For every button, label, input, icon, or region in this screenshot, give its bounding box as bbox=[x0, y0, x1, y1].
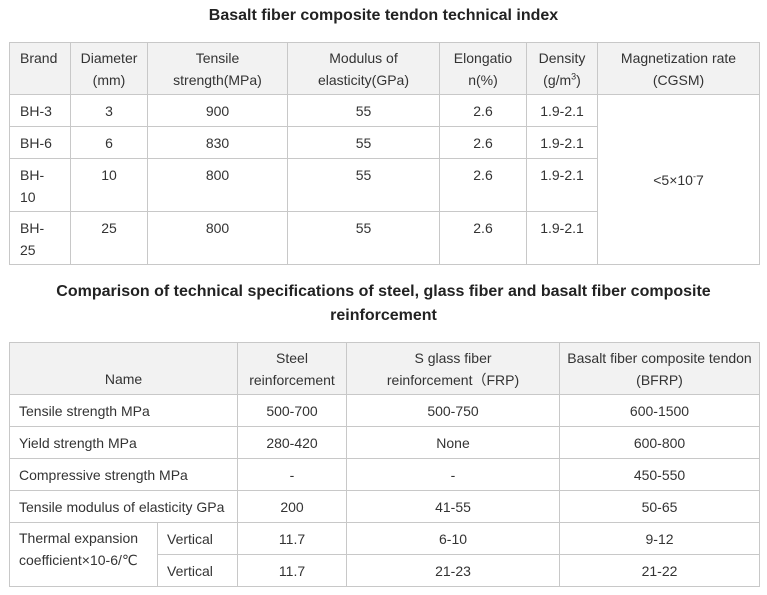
cell-steel: 500-700 bbox=[237, 394, 348, 427]
header-modulus: Modulus of elasticity(GPa) bbox=[287, 42, 440, 95]
table-row: Compressive strength MPa - - 450-550 bbox=[8, 458, 761, 491]
cell-steel: 11.7 bbox=[237, 554, 348, 587]
cell-diameter: 10 bbox=[70, 158, 148, 212]
cell-tensile: 900 bbox=[147, 94, 288, 127]
table-row: BH-6 6 830 55 2.6 1.9-2.1 bbox=[9, 126, 760, 159]
cell-name: Tensile strength MPa bbox=[8, 394, 239, 427]
cell-diameter: 6 bbox=[70, 126, 148, 159]
table-header-row: Name Steel reinforcement S glass fiber r… bbox=[8, 342, 761, 395]
cell-brand: BH-6 bbox=[9, 126, 71, 159]
cell-brand: BH- 25 bbox=[9, 211, 71, 265]
cell-basalt: 50-65 bbox=[559, 490, 761, 523]
table-row: Thermal expansion coefficient×10-6/℃ Ver… bbox=[9, 522, 761, 587]
cell-tensile: 800 bbox=[147, 158, 288, 212]
cell-direction: Vertical bbox=[156, 554, 239, 587]
cell-basalt: 600-1500 bbox=[559, 394, 761, 427]
cell-direction: Vertical bbox=[156, 522, 239, 555]
header-magnetization: Magnetization rate (CGSM) bbox=[597, 42, 760, 95]
table-header-row: Brand Diameter (mm) Tensile strength(MPa… bbox=[9, 42, 760, 95]
header-name: Name bbox=[8, 342, 239, 395]
cell-glass: 21-23 bbox=[346, 554, 561, 587]
table1-title: Basalt fiber composite tendon technical … bbox=[208, 7, 559, 24]
header-diameter: Diameter (mm) bbox=[70, 42, 148, 95]
cell-modulus: 55 bbox=[287, 94, 440, 127]
table-row: Tensile modulus of elasticity GPa 200 41… bbox=[8, 490, 761, 523]
cell-glass: 6-10 bbox=[346, 522, 561, 555]
cell-density: 1.9-2.1 bbox=[526, 126, 598, 159]
header-brand: Brand bbox=[9, 42, 71, 95]
cell-brand: BH-3 bbox=[9, 94, 71, 127]
cell-magnetization-value: <5×10-7 bbox=[597, 94, 760, 265]
cell-glass: 500-750 bbox=[346, 394, 561, 427]
table-row: Vertical 11.7 21-23 21-22 bbox=[10, 554, 761, 587]
cell-elongation: 2.6 bbox=[439, 126, 527, 159]
reinforcement-comparison-table: Name Steel reinforcement S glass fiber r… bbox=[8, 342, 761, 587]
cell-basalt: 9-12 bbox=[559, 522, 761, 555]
header-density: Density (g/m3) bbox=[526, 42, 598, 95]
cell-steel: 280-420 bbox=[237, 426, 348, 459]
cell-name: Compressive strength MPa bbox=[8, 458, 239, 491]
cell-glass: 41-55 bbox=[346, 490, 561, 523]
cell-tensile: 830 bbox=[147, 126, 288, 159]
cell-basalt: 21-22 bbox=[559, 554, 761, 587]
table-row: BH- 25 25 800 55 2.6 1.9-2.1 bbox=[9, 211, 760, 265]
header-elongation: Elongatio n(%) bbox=[439, 42, 527, 95]
cell-basalt: 600-800 bbox=[559, 426, 761, 459]
cell-modulus: 55 bbox=[287, 211, 440, 265]
cell-steel: 11.7 bbox=[237, 522, 348, 555]
table-row: Tensile strength MPa 500-700 500-750 600… bbox=[8, 394, 761, 427]
cell-name: Yield strength MPa bbox=[8, 426, 239, 459]
cell-density: 1.9-2.1 bbox=[526, 158, 598, 212]
cell-tensile: 800 bbox=[147, 211, 288, 265]
cell-diameter: 3 bbox=[70, 94, 148, 127]
header-tensile-strength: Tensile strength(MPa) bbox=[147, 42, 288, 95]
cell-steel: 200 bbox=[237, 490, 348, 523]
basalt-tendon-index-table: Brand Diameter (mm) Tensile strength(MPa… bbox=[9, 42, 760, 265]
cell-diameter: 25 bbox=[70, 211, 148, 265]
header-glass-fiber: S glass fiber reinforcement（FRP) bbox=[346, 342, 561, 395]
cell-steel: - bbox=[237, 458, 348, 491]
cell-glass: None bbox=[346, 426, 561, 459]
cell-density: 1.9-2.1 bbox=[526, 211, 598, 265]
cell-modulus: 55 bbox=[287, 158, 440, 212]
cell-elongation: 2.6 bbox=[439, 158, 527, 212]
cell-elongation: 2.6 bbox=[439, 211, 527, 265]
table2-title: Comparison of technical specifications o… bbox=[56, 283, 711, 324]
table-row: BH- 10 10 800 55 2.6 1.9-2.1 bbox=[9, 158, 760, 212]
cell-thermal-expansion-label: Thermal expansion coefficient×10-6/℃ bbox=[9, 522, 158, 587]
header-steel: Steel reinforcement bbox=[237, 342, 348, 395]
cell-name: Tensile modulus of elasticity GPa bbox=[8, 490, 239, 523]
header-basalt-fiber: Basalt fiber composite tendon (BFRP) bbox=[559, 342, 761, 395]
table-row: Yield strength MPa 280-420 None 600-800 bbox=[8, 426, 761, 459]
table-row: BH-3 3 900 55 2.6 1.9-2.1 <5×10-7 bbox=[9, 94, 760, 265]
cell-elongation: 2.6 bbox=[439, 94, 527, 127]
cell-basalt: 450-550 bbox=[559, 458, 761, 491]
cell-brand: BH- 10 bbox=[9, 158, 71, 212]
cell-modulus: 55 bbox=[287, 126, 440, 159]
cell-glass: - bbox=[346, 458, 561, 491]
cell-density: 1.9-2.1 bbox=[526, 94, 598, 127]
